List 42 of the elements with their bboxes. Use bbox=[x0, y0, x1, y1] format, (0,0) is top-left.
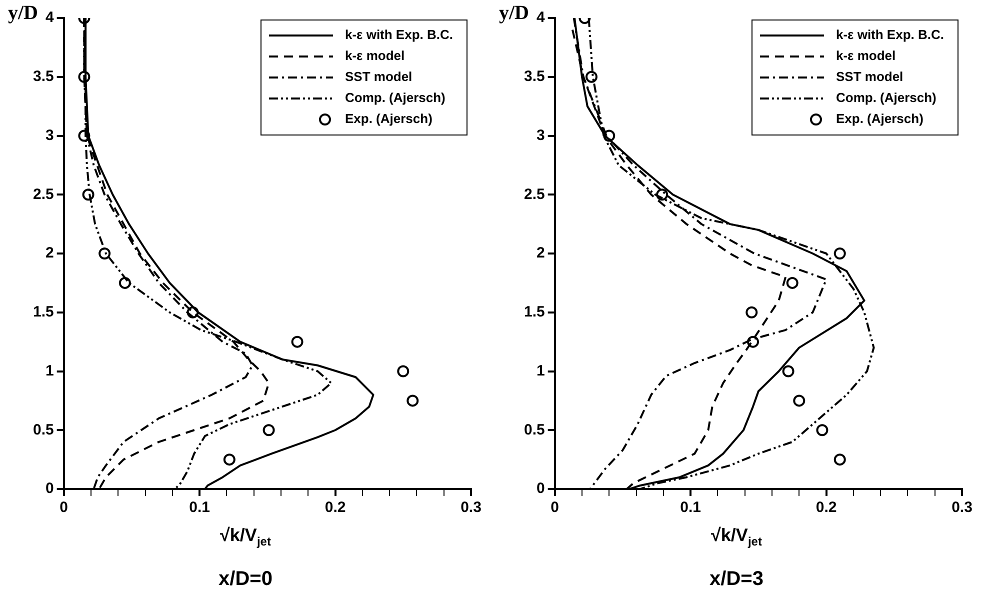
y-tick-label: 3.5 bbox=[32, 68, 54, 86]
y-tick-label: 2 bbox=[536, 244, 545, 262]
x-tick-label: 0 bbox=[550, 499, 560, 516]
y-tick-label: 4 bbox=[536, 9, 546, 26]
y-tick-label: 0 bbox=[46, 480, 54, 498]
y-tick-label: 3.5 bbox=[524, 68, 545, 86]
y-tick-label: 0.5 bbox=[524, 421, 545, 438]
y-tick-label: 2.5 bbox=[32, 186, 54, 203]
legend-label: Comp. (Ajersch) bbox=[836, 90, 936, 106]
legend-label: SST model bbox=[344, 69, 412, 84]
y-axis-title: y/D bbox=[8, 2, 38, 25]
text: x/D=3 bbox=[708, 568, 764, 591]
y-tick-label: 3 bbox=[536, 126, 545, 144]
y-tick-label: 1 bbox=[46, 362, 54, 380]
legend-label: Exp. (Ajersch) bbox=[836, 111, 924, 126]
x-tick-label: 0.1 bbox=[189, 499, 210, 516]
x-axis-title: √k/V$_{jet}$ bbox=[219, 525, 272, 549]
y-tick-label: 1.5 bbox=[32, 304, 54, 321]
legend-label: SST model bbox=[836, 69, 904, 84]
y-tick-label: 4 bbox=[46, 9, 55, 26]
x-tick-label: 0.2 bbox=[816, 499, 837, 516]
y-tick-label: 1.5 bbox=[524, 304, 545, 321]
y-tick-label: 3 bbox=[46, 126, 54, 144]
legend-label: k-ε with Exp. B.C. bbox=[344, 27, 454, 42]
legend-label: Exp. (Ajersch) bbox=[344, 111, 432, 126]
y-tick-label: 2.5 bbox=[524, 186, 545, 203]
x-axis-title: √k/V$_{jet}$ bbox=[710, 525, 763, 549]
y-tick-label: 0 bbox=[536, 480, 545, 498]
y-tick-label: 0.5 bbox=[32, 421, 54, 438]
x-tick-label: 0.2 bbox=[324, 499, 346, 516]
legend-label: Comp. (Ajersch) bbox=[344, 90, 446, 106]
x-tick-label: 0 bbox=[60, 499, 68, 516]
y-tick-label: 1 bbox=[536, 362, 545, 380]
x-tick-label: 0.3 bbox=[460, 499, 482, 516]
x-tick-label: 0.3 bbox=[952, 499, 972, 516]
y-axis-title: y/D bbox=[499, 2, 529, 25]
text: x/D=0 bbox=[218, 568, 274, 591]
legend-label: k-ε with Exp. B.C. bbox=[836, 27, 944, 42]
legend-label: k-ε model bbox=[836, 48, 896, 64]
x-tick-label: 0.1 bbox=[680, 499, 701, 516]
y-tick-label: 2 bbox=[46, 244, 54, 262]
legend-label: k-ε model bbox=[344, 48, 405, 64]
